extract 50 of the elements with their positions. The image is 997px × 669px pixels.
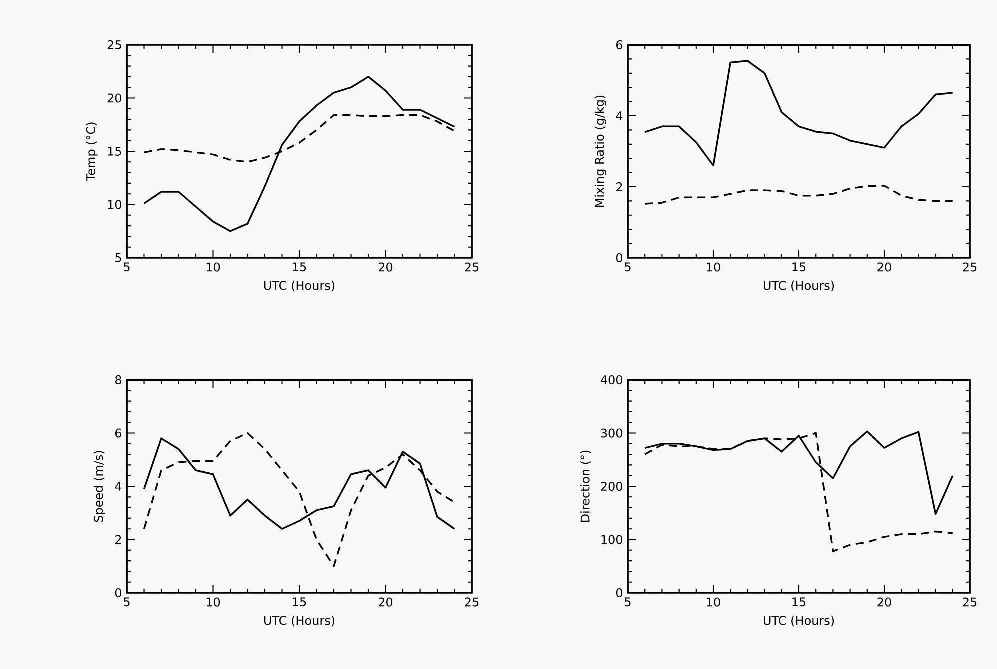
y-tick-label: 4 bbox=[115, 482, 122, 491]
x-axis-title: UTC (Hours) bbox=[764, 616, 834, 627]
y-tick-label: 6 bbox=[115, 428, 122, 438]
x-axis-title: UTC (Hours) bbox=[264, 280, 335, 292]
line-series bbox=[644, 432, 954, 552]
y-tick-label: 15 bbox=[108, 147, 122, 156]
x-tick-label: 10 bbox=[206, 262, 220, 272]
x-tick-label: 25 bbox=[465, 598, 479, 607]
x-tick-label: 5 bbox=[124, 262, 130, 272]
x-tick-label: 15 bbox=[792, 262, 806, 272]
y-tick-label: 4 bbox=[616, 112, 623, 120]
y-tick-label: 400 bbox=[600, 375, 622, 385]
y-tick-label: 10 bbox=[108, 200, 122, 210]
x-axis-title: UTC (Hours) bbox=[764, 280, 834, 292]
x-tick-label: 15 bbox=[293, 262, 306, 272]
y-tick-label: 8 bbox=[115, 375, 122, 385]
x-tick-label: 10 bbox=[707, 598, 720, 607]
x-tick-label: 20 bbox=[378, 262, 393, 272]
x-tick-label: 5 bbox=[625, 262, 631, 272]
line-series bbox=[143, 432, 456, 568]
x-tick-label: 20 bbox=[378, 598, 393, 607]
x-tick-label: 15 bbox=[792, 598, 806, 607]
y-axis-title: Direction (°) bbox=[580, 450, 592, 522]
y-tick-label: 25 bbox=[108, 40, 122, 50]
x-tick-label: 5 bbox=[625, 598, 631, 607]
y-tick-label: 0 bbox=[616, 588, 622, 598]
x-tick-label: 15 bbox=[293, 598, 306, 607]
y-axis-title: Mixing Ratio (g/kg) bbox=[594, 96, 606, 208]
y-tick-label: 0 bbox=[616, 253, 622, 263]
y-tick-label: 200 bbox=[601, 482, 622, 492]
y-tick-label: 5 bbox=[116, 254, 122, 262]
x-tick-label: 5 bbox=[124, 598, 130, 607]
y-tick-label: 6 bbox=[616, 40, 623, 50]
x-tick-label: 25 bbox=[963, 598, 977, 607]
x-tick-label: 25 bbox=[465, 262, 479, 272]
y-tick-label: 2 bbox=[116, 535, 122, 544]
y-axis-title: Temp (°C) bbox=[86, 122, 98, 182]
x-tick-label: 25 bbox=[963, 262, 977, 272]
line-series bbox=[143, 76, 456, 232]
x-axis-title: UTC (Hours) bbox=[264, 616, 335, 627]
y-tick-label: 300 bbox=[601, 428, 622, 438]
x-tick-label: 20 bbox=[878, 262, 892, 272]
y-tick-label: 100 bbox=[602, 535, 622, 544]
y-tick-label: 2 bbox=[616, 182, 622, 192]
y-axis-title: Speed (m/s) bbox=[94, 451, 106, 522]
y-tick-label: 20 bbox=[108, 94, 122, 103]
x-tick-label: 10 bbox=[206, 598, 220, 607]
x-tick-label: 20 bbox=[878, 598, 892, 607]
x-tick-label: 10 bbox=[707, 262, 720, 272]
y-tick-label: 0 bbox=[115, 588, 122, 598]
